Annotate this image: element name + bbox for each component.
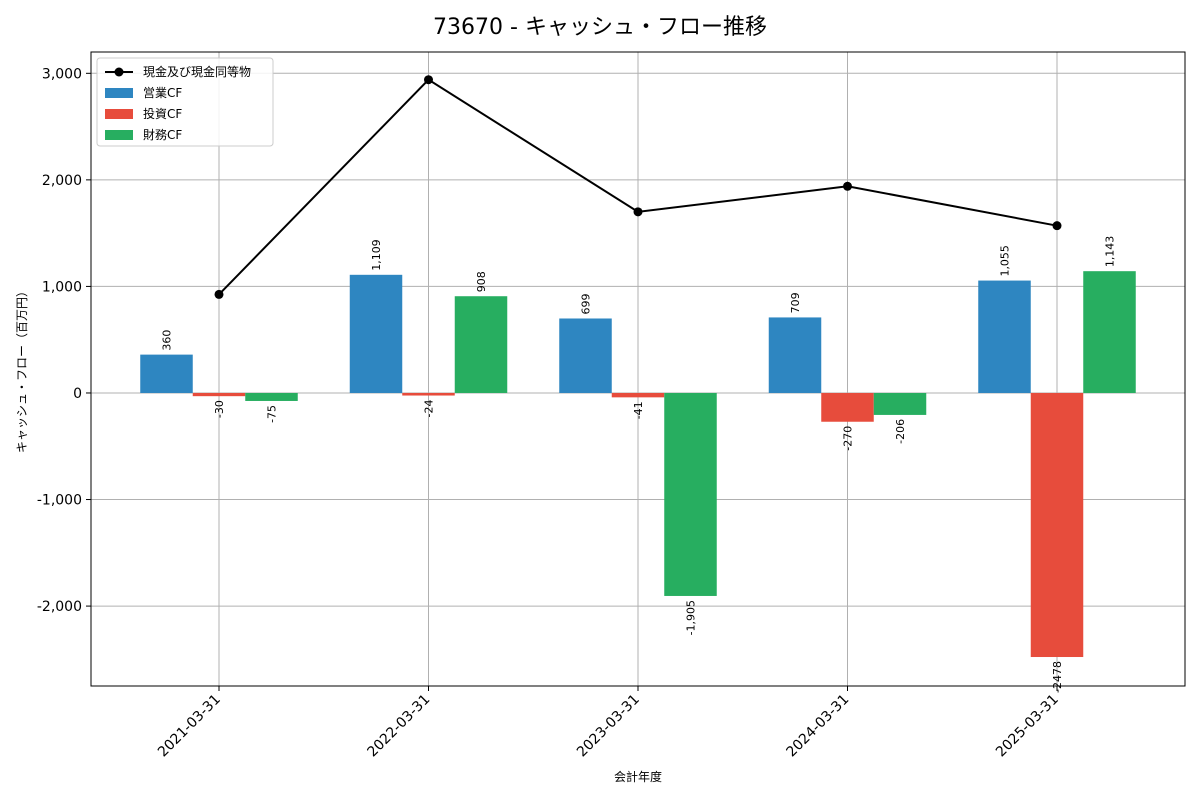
- bar: [1030, 392, 1084, 658]
- bar: [978, 280, 1031, 393]
- bar-data-label: -41: [632, 401, 645, 419]
- legend-swatch: [105, 109, 133, 119]
- bar-data-label: -1,905: [685, 600, 698, 635]
- bar: [821, 392, 874, 422]
- cash-line-marker: [1052, 221, 1062, 231]
- bars: [140, 271, 1136, 658]
- bar-data-label: 1,055: [999, 245, 1012, 277]
- cash-line-series: [214, 75, 1062, 299]
- legend-swatch: [105, 88, 133, 98]
- y-tick-label: 3,000: [42, 66, 82, 82]
- legend-label: 営業CF: [143, 86, 182, 100]
- y-axis-label: キャッシュ・フロー（百万円）: [15, 285, 29, 453]
- chart-title: 73670 - キャッシュ・フロー推移: [433, 15, 767, 40]
- bar: [1083, 271, 1136, 393]
- x-tick-label: 2022-03-31: [364, 692, 433, 761]
- x-axis-label: 会計年度: [614, 769, 662, 784]
- bar: [349, 274, 403, 393]
- bar-data-label: -2478: [1051, 661, 1064, 693]
- legend-swatch: [105, 130, 133, 140]
- cash-line-marker: [214, 289, 224, 299]
- y-tick-label: -2,000: [37, 599, 82, 615]
- x-tick-label: 2024-03-31: [783, 692, 852, 761]
- bar: [140, 354, 193, 393]
- x-tick-label: 2023-03-31: [574, 692, 643, 761]
- cash-line-marker: [424, 75, 433, 85]
- bar-data-label: -270: [842, 426, 855, 451]
- bar: [454, 296, 508, 393]
- bar: [873, 392, 927, 415]
- bar-data-label: 1,109: [370, 239, 383, 271]
- y-tick-label: 2,000: [42, 173, 82, 189]
- bar-data-label: -206: [894, 419, 907, 444]
- legend-label: 財務CF: [143, 127, 182, 142]
- bar-data-label: -24: [423, 400, 436, 418]
- bar-data-label: -75: [266, 405, 279, 423]
- legend-label: 投資CF: [143, 106, 182, 121]
- y-tick-label: -1,000: [37, 493, 82, 509]
- bar: [559, 318, 612, 393]
- bar-data-label: 908: [475, 271, 488, 292]
- bar-data-label: 1,143: [1104, 236, 1117, 268]
- legend-label: 現金及び現金同等物: [143, 64, 251, 79]
- bar: [768, 317, 822, 393]
- x-tick-label: 2025-03-31: [993, 692, 1062, 761]
- legend-box: [96, 57, 274, 147]
- x-tick-label: 2021-03-31: [155, 692, 224, 761]
- y-tick-label: 0: [73, 386, 82, 402]
- y-tick-label: 1,000: [42, 279, 82, 295]
- cash-line-marker: [843, 181, 852, 191]
- bar-data-label: -30: [213, 400, 226, 418]
- bar-data-label: 699: [580, 293, 593, 314]
- bar: [402, 392, 455, 396]
- bar: [664, 392, 717, 596]
- bar-data-labels: 360 1,109 699 709 1,055 -30 -24 -41 -270 -2478 -75…: [161, 236, 1117, 693]
- bar: [192, 392, 246, 397]
- bar-data-label: 360: [161, 330, 174, 351]
- bar-data-label: 709: [789, 292, 802, 313]
- bar: [245, 392, 298, 401]
- bar: [611, 392, 665, 398]
- cash-line-marker: [633, 207, 643, 217]
- legend-line-marker: [114, 67, 124, 77]
